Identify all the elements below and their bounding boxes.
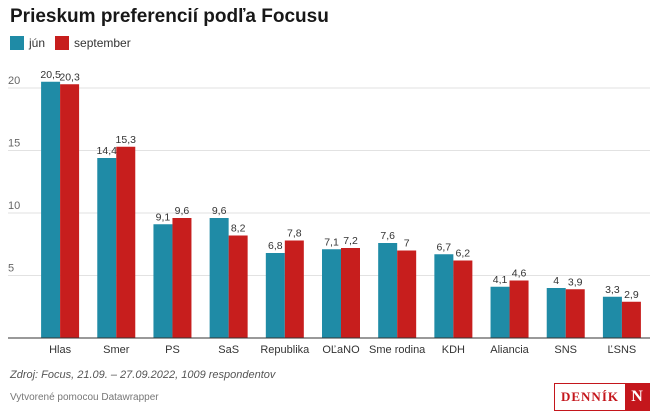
bar [397, 250, 417, 338]
data-label: 3,3 [605, 284, 620, 296]
source-note: Zdroj: Focus, 21.09. – 27.09.2022, 1009 … [10, 369, 276, 381]
data-label: 8,2 [231, 223, 246, 235]
data-label: 20,3 [59, 71, 80, 83]
x-tick-label: KDH [442, 344, 465, 356]
bar [41, 81, 61, 338]
data-label: 20,5 [40, 69, 61, 81]
x-tick-label: OĽaNO [322, 344, 360, 356]
y-tick-label: 10 [8, 200, 20, 212]
data-label: 2,9 [624, 289, 639, 301]
legend-item-september: september [55, 36, 131, 50]
bar [322, 249, 341, 338]
x-tick-label: ĽSNS [608, 344, 637, 356]
bar [621, 301, 641, 338]
bar [97, 158, 117, 338]
chart-title: Prieskum preferencií podľa Focusu [10, 6, 329, 27]
credit-note: Vytvorené pomocou Datawrapper [10, 392, 159, 403]
bar [546, 288, 566, 338]
y-tick-label: 20 [8, 75, 20, 87]
y-tick-label: 5 [8, 263, 14, 275]
legend-label-jun: jún [29, 36, 46, 50]
bar [228, 235, 248, 338]
bar [341, 248, 360, 338]
bar [378, 243, 398, 338]
data-label: 15,3 [116, 134, 137, 146]
brand-logo-text: DENNÍK [560, 389, 619, 404]
x-tick-label: SaS [218, 344, 239, 356]
x-tick-label: Aliancia [490, 344, 529, 356]
x-tick-label: PS [165, 344, 180, 356]
bar [509, 280, 529, 338]
data-label: 4 [553, 275, 559, 287]
data-label: 7 [404, 238, 410, 250]
data-label: 4,6 [512, 268, 527, 280]
data-label: 6,8 [268, 240, 283, 252]
data-label: 4,1 [493, 274, 508, 286]
y-tick-label: 15 [8, 138, 20, 150]
bar [602, 296, 622, 338]
bar [453, 260, 473, 338]
bar [209, 218, 229, 338]
data-label: 7,2 [343, 235, 358, 247]
bar [565, 289, 585, 338]
brand-logo: DENNÍK N [553, 383, 650, 411]
x-tick-label: Republika [260, 344, 310, 356]
bar [434, 254, 454, 338]
bar [116, 146, 136, 338]
x-tick-label: SNS [554, 344, 577, 356]
bar [490, 286, 510, 338]
data-label: 7,1 [324, 236, 339, 248]
data-label: 9,6 [212, 205, 227, 217]
data-label: 3,9 [568, 276, 583, 288]
bar [172, 218, 192, 338]
x-tick-label: Hlas [49, 344, 72, 356]
brand-logo-mark: N [625, 384, 649, 410]
data-label: 6,2 [456, 248, 471, 260]
legend: jún september [10, 36, 131, 50]
legend-item-jun: jún [10, 36, 45, 50]
legend-label-september: september [74, 36, 131, 50]
x-tick-label: Smer [103, 344, 130, 356]
data-label: 9,6 [175, 205, 190, 217]
legend-swatch-september [55, 36, 70, 50]
data-label: 9,1 [156, 211, 171, 223]
data-label: 6,7 [437, 241, 452, 253]
data-label: 7,8 [287, 228, 302, 240]
bar [60, 84, 80, 338]
x-tick-label: Sme rodina [369, 344, 426, 356]
legend-swatch-jun [10, 36, 24, 50]
bar [265, 253, 285, 338]
data-label: 7,6 [380, 230, 395, 242]
bar [284, 240, 304, 338]
bar [153, 224, 173, 338]
data-label: 14,4 [97, 145, 118, 157]
